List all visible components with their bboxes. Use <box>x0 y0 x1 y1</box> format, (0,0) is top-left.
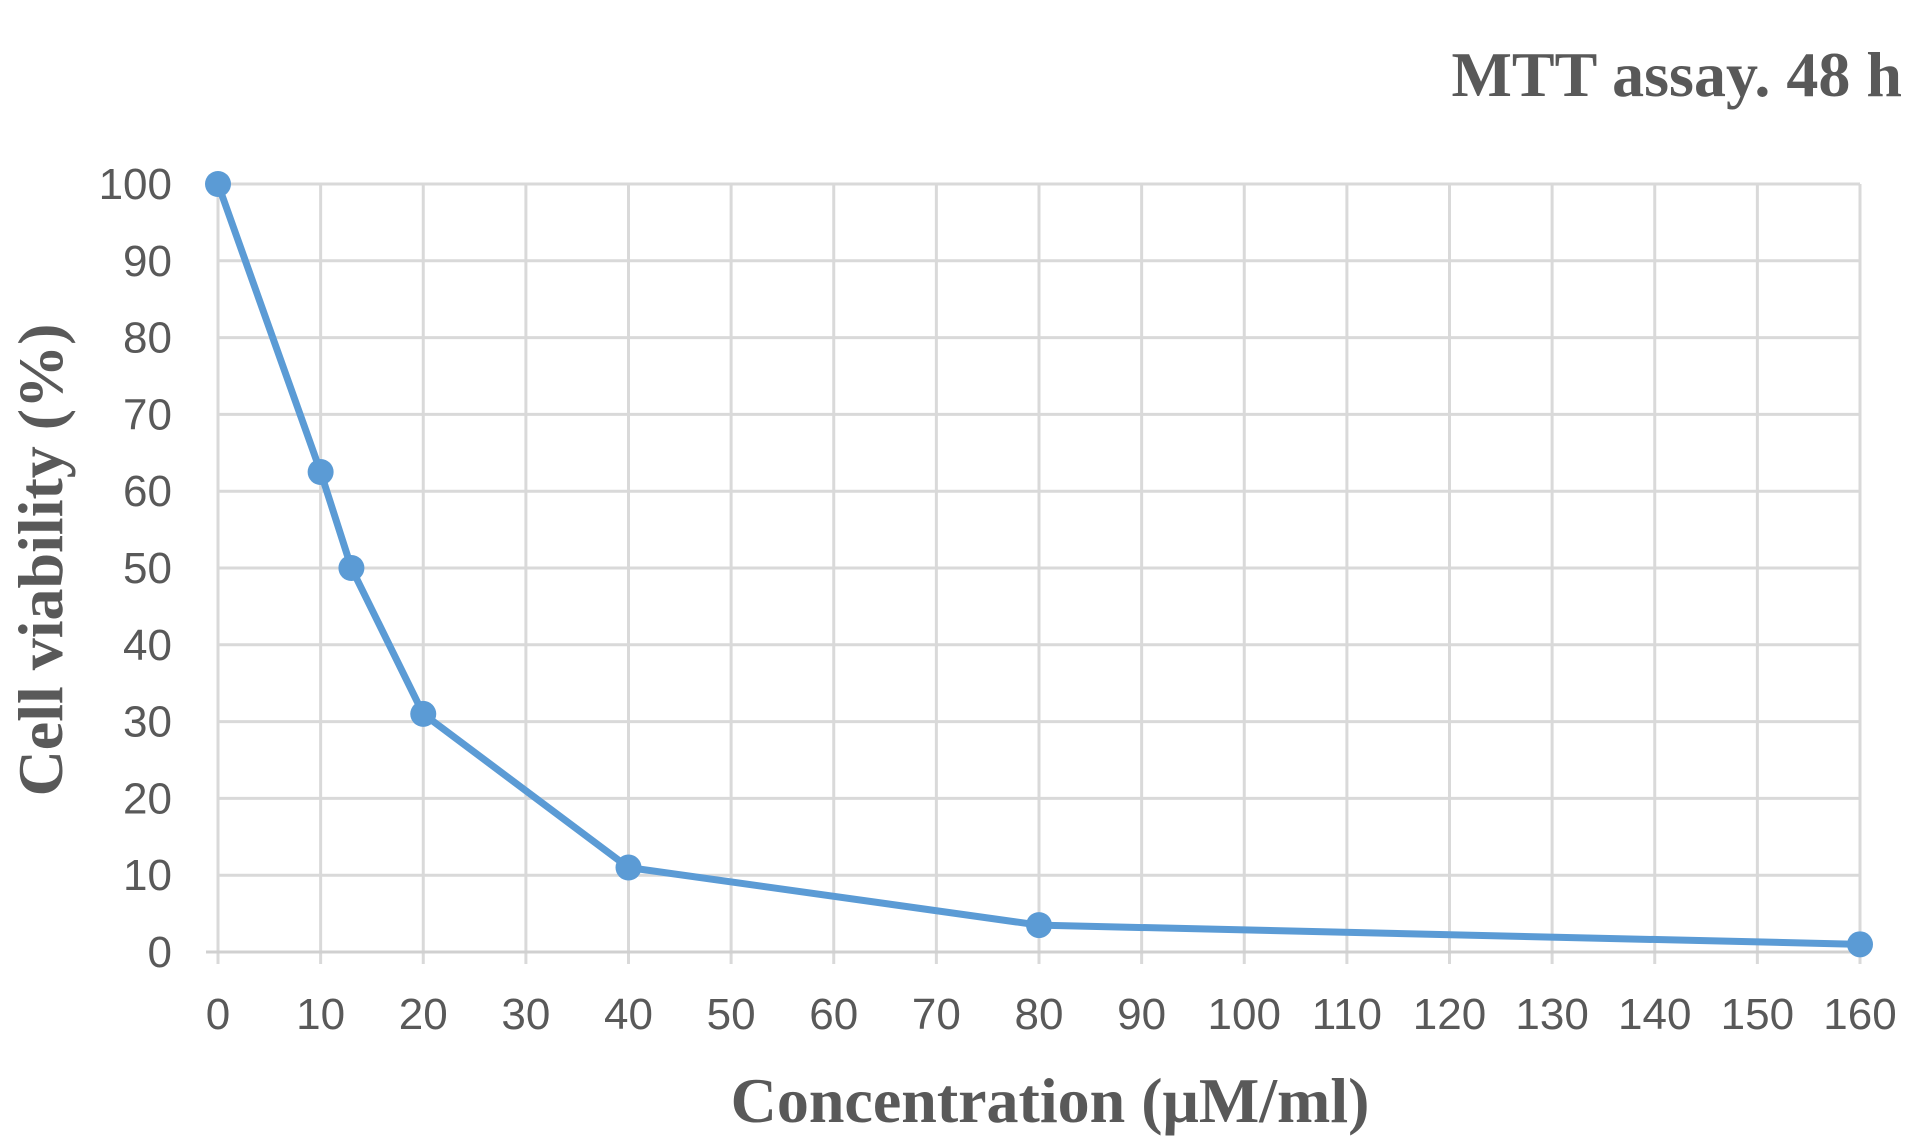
y-tick-label: 50 <box>123 544 172 593</box>
data-point <box>615 854 642 881</box>
y-tick-label: 30 <box>123 698 172 747</box>
x-tick-label: 110 <box>1312 990 1382 1039</box>
x-tick-label: 160 <box>1823 990 1896 1039</box>
y-tick-label: 20 <box>123 774 172 823</box>
x-tick-label: 10 <box>296 990 345 1039</box>
y-tick-label: 60 <box>123 467 172 516</box>
x-tick-label: 50 <box>707 990 756 1039</box>
data-point <box>1847 931 1873 958</box>
data-point <box>205 171 231 197</box>
x-tick-label: 100 <box>1208 990 1281 1039</box>
x-tick-label: 140 <box>1618 990 1691 1039</box>
x-tick-label: 30 <box>501 990 550 1039</box>
grid <box>216 182 1862 964</box>
x-axis-title: Concentration (μM/ml) <box>731 1065 1370 1136</box>
x-tick-label: 90 <box>1117 990 1166 1039</box>
y-tick-label: 90 <box>123 237 172 286</box>
x-tick-label: 0 <box>206 990 230 1039</box>
data-point <box>338 555 365 581</box>
chart-title: MTT assay. 48 h <box>1452 39 1903 110</box>
y-tick-label: 0 <box>148 928 172 977</box>
y-tick-label: 10 <box>123 851 172 900</box>
series <box>205 171 1873 958</box>
y-tick-label: 80 <box>123 314 172 363</box>
data-point <box>410 700 437 727</box>
x-tick-label: 120 <box>1413 990 1486 1039</box>
x-tick-label: 20 <box>399 990 448 1039</box>
x-tick-label: 130 <box>1515 990 1588 1039</box>
data-point <box>1026 912 1052 939</box>
y-tick-label: 40 <box>123 621 172 670</box>
x-tick-label: 60 <box>809 990 858 1039</box>
x-tick-labels: 0 10 20 30 40 50 60 70 80 90 100 110 120 130 140 150 160 <box>206 990 1897 1039</box>
y-axis-title: Cell viability (%) <box>5 324 76 797</box>
data-point <box>307 459 334 485</box>
y-tick-labels: 0 10 20 30 40 50 60 70 80 90 100 <box>99 160 172 977</box>
x-tick-label: 70 <box>912 990 961 1039</box>
y-tick-label: 70 <box>123 390 172 439</box>
y-tick-label: 100 <box>99 160 172 209</box>
x-tick-label: 80 <box>1015 990 1064 1039</box>
x-tick-label: 150 <box>1721 990 1794 1039</box>
x-tick-label: 40 <box>604 990 653 1039</box>
